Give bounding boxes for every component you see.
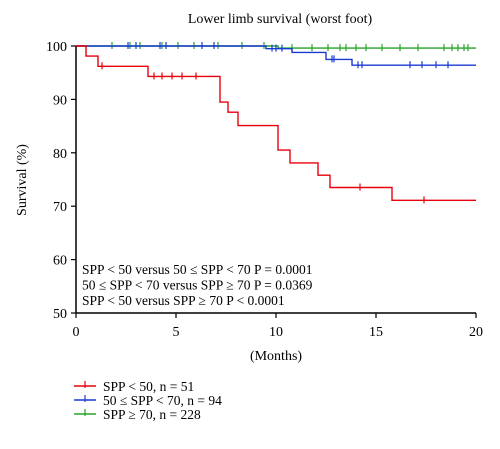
survival-curve-line [76,45,476,201]
legend-item: SPP ≥ 70, n = 228 [74,407,201,422]
y-tick-label: 50 [53,307,67,322]
y-tick-label: 70 [53,200,67,215]
legend-item: 50 ≤ SPP < 70, n = 94 [74,393,222,408]
x-tick-label: 0 [73,325,80,340]
y-tick-label: 100 [46,40,67,55]
y-tick-label: 80 [53,147,67,162]
x-tick-label: 20 [469,325,483,340]
survival-curves [76,42,476,204]
p-value-annotation: SPP < 50 versus 50 ≤ SPP < 70 P = 0.0001 [82,262,313,277]
p-value-annotations: SPP < 50 versus 50 ≤ SPP < 70 P = 0.0001… [82,262,313,308]
y-tick-label: 60 [53,254,67,269]
y-tick-label: 90 [53,93,67,108]
axes: 50 60 70 80 90 100 0 5 10 15 20 [46,40,483,340]
survival-curve-line [76,45,476,66]
legend-label: SPP ≥ 70, n = 228 [103,407,201,422]
legend-item: SPP < 50, n = 51 [74,379,194,394]
p-value-annotation: 50 ≤ SPP < 70 versus SPP ≥ 70 P = 0.0369 [82,278,313,293]
x-axis-label: (Months) [250,349,302,364]
chart-title: Lower limb survival (worst foot) [188,12,373,27]
legend-label: SPP < 50, n = 51 [103,379,194,394]
legend-label: 50 ≤ SPP < 70, n = 94 [103,393,222,408]
x-tick-label: 5 [173,325,180,340]
x-tick-label: 10 [269,325,283,340]
y-axis-label: Survival (%) [15,144,30,216]
series-2 [76,42,476,69]
series-1 [76,45,476,204]
p-value-annotation: SPP < 50 versus SPP ≥ 70 P < 0.0001 [82,293,285,308]
x-tick-label: 15 [369,325,383,340]
